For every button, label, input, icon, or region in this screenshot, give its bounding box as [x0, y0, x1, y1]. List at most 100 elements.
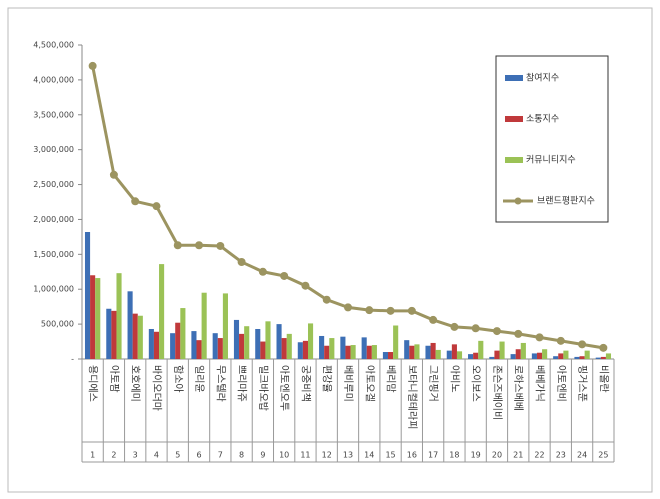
- rank-label: 22: [534, 451, 544, 460]
- line-marker: [344, 303, 352, 312]
- line-marker: [450, 322, 459, 331]
- category-label: 보타니컬테라피: [406, 365, 419, 429]
- line-marker: [109, 170, 118, 179]
- bar: [605, 353, 612, 359]
- rank-label: 18: [449, 451, 459, 460]
- bar: [239, 333, 245, 359]
- bar: [371, 345, 377, 359]
- legend-label: 참여지수: [526, 72, 559, 84]
- bar: [478, 340, 484, 359]
- category-label: 함소아: [172, 365, 184, 393]
- line-marker: [556, 336, 565, 345]
- category-label: 핑거스푼: [576, 365, 588, 402]
- legend-marker: [514, 197, 522, 205]
- category-label: 아토엔오투: [278, 365, 290, 411]
- category-label: 밀크바오밥: [257, 365, 269, 411]
- category-label: 그린핑거: [427, 365, 439, 402]
- category-label: 궁중비책: [299, 365, 311, 402]
- bar: [345, 345, 351, 359]
- bar: [468, 354, 474, 359]
- line-marker: [301, 281, 310, 290]
- bar: [170, 333, 176, 359]
- bar: [255, 328, 261, 359]
- line-marker: [429, 315, 438, 324]
- bar: [159, 264, 165, 359]
- bar: [116, 273, 122, 359]
- line-marker: [152, 202, 161, 211]
- category-label: 존슨즈베이비: [491, 365, 503, 420]
- category-label: 오이보스: [470, 365, 482, 402]
- bar: [425, 345, 431, 359]
- line-marker: [514, 329, 523, 338]
- bar: [111, 310, 117, 359]
- rank-label: 12: [322, 451, 332, 460]
- bar: [260, 341, 266, 359]
- rank-label: 13: [343, 451, 353, 460]
- bar: [600, 356, 606, 359]
- line-marker: [88, 61, 97, 70]
- category-label: 쁘리마쥬: [236, 365, 248, 402]
- line-marker: [322, 295, 331, 304]
- bar: [494, 350, 500, 359]
- category-label: 비올란: [597, 365, 609, 393]
- bar: [366, 345, 372, 359]
- bar: [153, 331, 160, 359]
- bar: [350, 345, 356, 359]
- line-marker: [578, 340, 587, 349]
- bar: [286, 333, 292, 359]
- category-label: 일리윤: [193, 365, 205, 393]
- bar: [340, 336, 346, 359]
- rank-label: 2: [111, 451, 116, 460]
- rank-label: 11: [300, 451, 310, 460]
- line-marker: [216, 241, 225, 250]
- line-marker: [258, 267, 267, 276]
- category-label: 아토엔비: [555, 365, 567, 402]
- bar: [520, 342, 526, 359]
- y-tick-label: 3,000,000: [33, 145, 74, 154]
- line-marker: [407, 306, 416, 315]
- bar: [499, 341, 505, 359]
- bar: [382, 352, 389, 359]
- bar: [148, 328, 154, 359]
- category-label: 용디에스: [87, 365, 99, 402]
- bar: [451, 344, 457, 359]
- bar: [233, 319, 240, 359]
- bar: [515, 349, 521, 359]
- bar: [265, 321, 271, 359]
- line-marker: [173, 241, 182, 250]
- bar: [361, 337, 367, 359]
- rank-label: 3: [133, 451, 138, 460]
- category-label: 무스텔라: [214, 365, 226, 402]
- category-label: 아토팜: [108, 365, 120, 393]
- bar: [531, 353, 537, 359]
- y-tick-label: 1,000,000: [33, 285, 74, 294]
- bar: [409, 345, 415, 359]
- category-label: 호호에미: [129, 365, 141, 402]
- y-tick-label: 2,500,000: [33, 180, 74, 189]
- bar: [414, 344, 420, 359]
- bar: [536, 352, 543, 359]
- line-marker: [195, 241, 204, 250]
- line-marker: [471, 324, 480, 333]
- line-marker: [131, 197, 140, 206]
- rank-label: 17: [428, 451, 438, 460]
- bar: [132, 313, 138, 359]
- bar: [489, 356, 495, 359]
- bar: [212, 333, 218, 359]
- line-marker: [492, 327, 501, 336]
- category-label: 베베가닉: [534, 365, 546, 402]
- bar: [595, 357, 601, 359]
- rank-label: 19: [471, 451, 481, 460]
- legend-label: 커뮤니티지수: [526, 155, 576, 166]
- line-marker: [535, 333, 544, 342]
- rank-label: 21: [513, 451, 523, 460]
- bar: [175, 322, 181, 359]
- bar: [297, 342, 303, 359]
- y-tick-label: 500,000: [41, 320, 74, 329]
- bar: [95, 278, 101, 359]
- line-marker: [386, 306, 395, 315]
- bar: [191, 331, 197, 359]
- line-marker: [237, 258, 246, 267]
- bar: [180, 308, 186, 359]
